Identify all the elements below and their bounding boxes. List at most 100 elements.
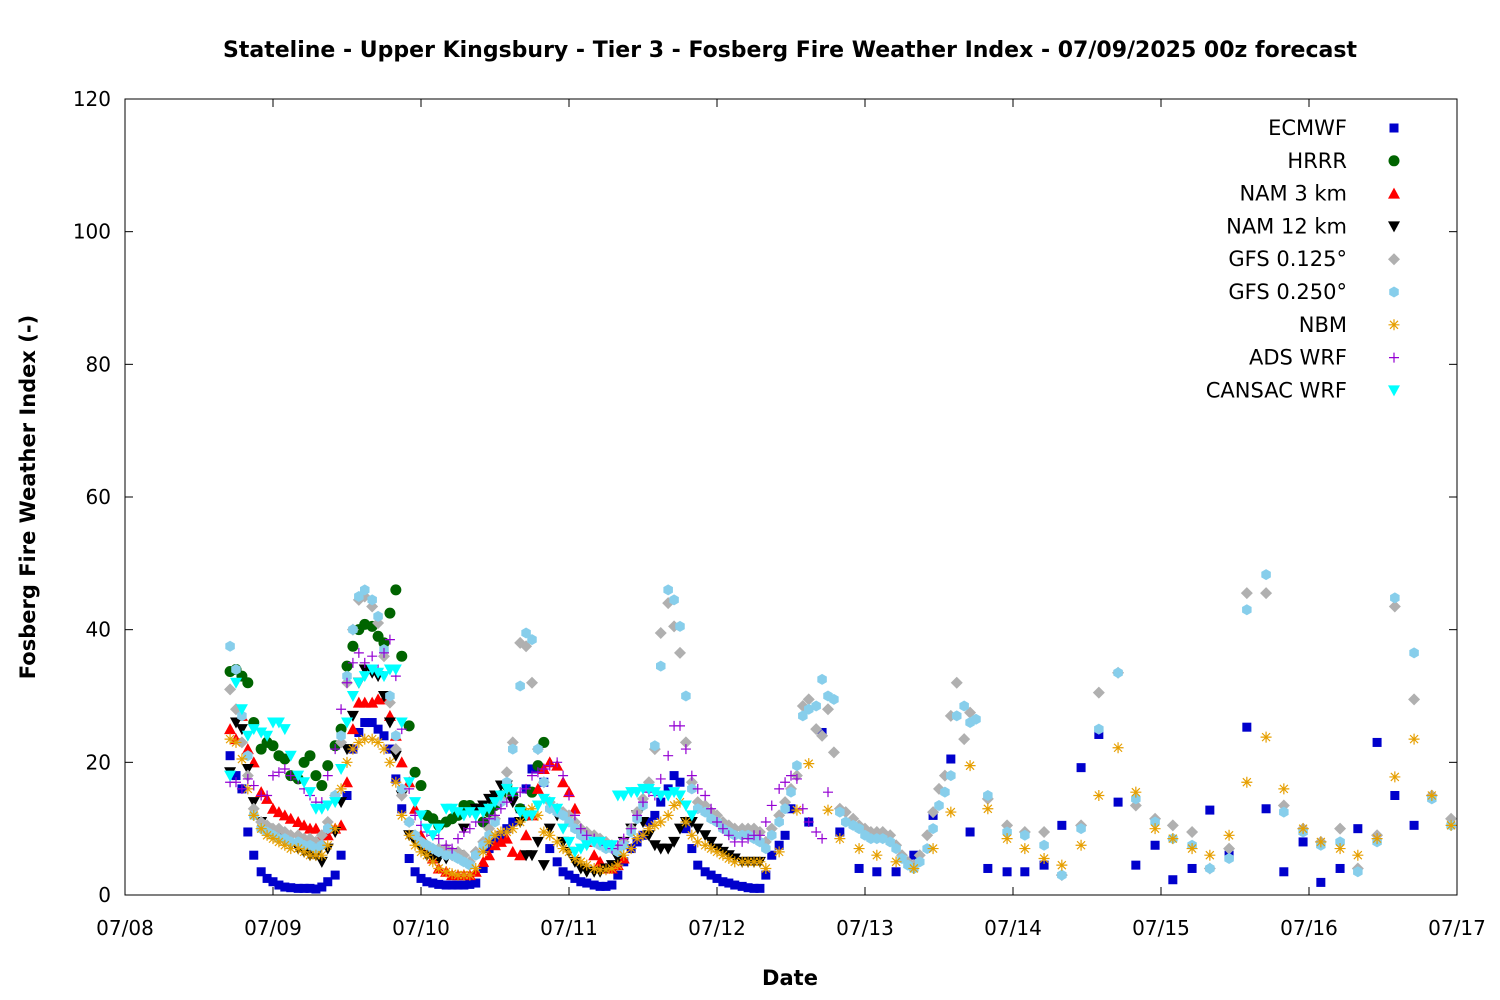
data-point — [272, 806, 285, 818]
legend-marker — [1388, 253, 1400, 266]
data-point — [1150, 840, 1160, 850]
data-point — [230, 717, 242, 729]
data-point — [322, 839, 334, 851]
data-point — [309, 822, 322, 834]
data-point — [537, 793, 550, 805]
data-point — [342, 791, 352, 800]
data-point — [330, 744, 341, 755]
x-tick-label: 07/12 — [688, 916, 746, 940]
data-point — [648, 787, 661, 799]
data-point — [692, 783, 703, 794]
data-point — [506, 845, 519, 857]
data-point — [446, 803, 459, 815]
data-point — [1094, 723, 1104, 735]
data-point — [774, 816, 784, 828]
legend-label: CANSAC WRF — [1206, 378, 1347, 402]
data-point — [231, 771, 241, 781]
data-point — [421, 849, 433, 861]
data-point — [544, 760, 555, 771]
data-point — [580, 840, 593, 852]
data-point — [1187, 863, 1197, 873]
data-point — [605, 840, 618, 852]
data-point — [1390, 592, 1400, 604]
data-point — [409, 839, 421, 851]
data-point — [330, 870, 340, 880]
data-point — [1372, 737, 1382, 747]
data-point — [582, 878, 592, 888]
data-point — [354, 727, 364, 737]
data-point — [284, 750, 297, 762]
data-point — [569, 810, 580, 821]
data-point — [1409, 820, 1419, 830]
data-point — [298, 777, 311, 789]
data-point — [612, 859, 624, 871]
data-point — [811, 700, 821, 712]
data-point — [835, 806, 845, 818]
data-point — [396, 650, 408, 662]
data-point — [1001, 833, 1013, 845]
data-point — [663, 784, 673, 794]
data-point — [342, 677, 352, 688]
data-point — [537, 860, 550, 872]
data-point — [1130, 786, 1142, 798]
data-point — [1076, 823, 1086, 835]
data-point — [274, 880, 284, 890]
data-point — [1131, 860, 1141, 870]
data-point — [225, 640, 235, 652]
data-point — [730, 829, 740, 841]
data-point — [427, 856, 439, 868]
data-point — [341, 756, 353, 768]
data-point — [600, 864, 612, 876]
data-point — [760, 862, 772, 874]
data-point — [804, 703, 814, 715]
data-point — [241, 730, 254, 742]
data-point — [230, 677, 242, 689]
data-point — [323, 877, 333, 887]
data-point — [693, 860, 703, 870]
data-point — [626, 823, 637, 834]
data-point — [495, 826, 507, 838]
data-point — [822, 703, 834, 716]
data-point — [298, 819, 311, 831]
data-point — [1353, 866, 1363, 878]
data-point — [595, 881, 605, 891]
data-point — [383, 717, 396, 729]
data-point — [463, 807, 476, 819]
data-point — [304, 750, 316, 762]
data-point — [574, 843, 587, 855]
data-point — [521, 783, 532, 794]
data-point — [433, 862, 445, 874]
data-point — [478, 863, 488, 873]
data-point — [606, 862, 618, 874]
data-point — [447, 880, 457, 890]
data-point — [656, 660, 666, 672]
data-point — [248, 780, 259, 791]
data-point — [749, 883, 759, 893]
data-point — [415, 810, 427, 822]
data-point — [618, 833, 629, 844]
data-point — [588, 862, 600, 874]
legend-label: ECMWF — [1268, 116, 1347, 140]
data-point — [674, 823, 686, 835]
data-point — [834, 833, 846, 845]
data-point — [1092, 686, 1105, 699]
data-point — [700, 867, 710, 877]
data-point — [685, 810, 698, 822]
data-point — [469, 803, 482, 815]
data-point — [791, 773, 802, 784]
data-point — [854, 823, 864, 835]
data-point — [1020, 829, 1030, 841]
data-point — [699, 839, 711, 851]
data-point — [1057, 869, 1067, 881]
data-point — [563, 846, 575, 858]
data-point — [531, 800, 544, 812]
data-point — [457, 810, 470, 822]
data-point — [261, 730, 274, 742]
data-point — [1002, 826, 1012, 838]
series-cansac-wrf — [224, 664, 698, 858]
data-point — [484, 844, 494, 854]
data-point — [284, 812, 297, 824]
data-point — [433, 833, 444, 844]
data-point — [248, 809, 260, 821]
data-point — [477, 855, 490, 867]
